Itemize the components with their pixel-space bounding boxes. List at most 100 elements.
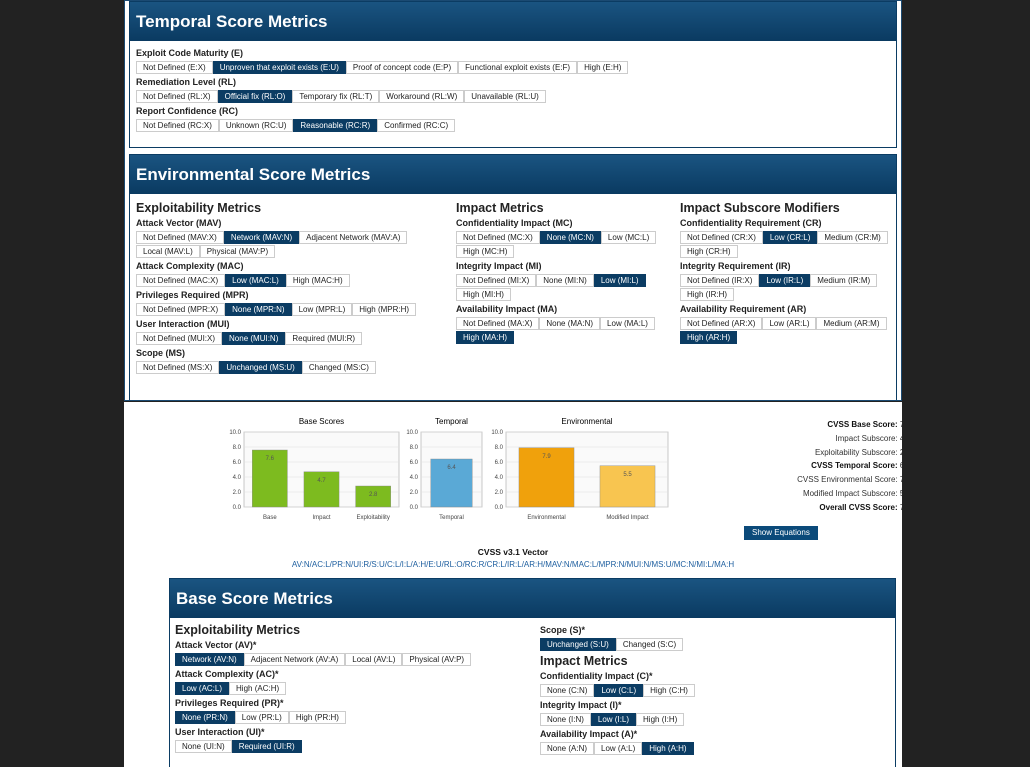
option-high-mi-h[interactable]: High (MI:H) <box>456 288 511 301</box>
option-not-defined-mc-x[interactable]: Not Defined (MC:X) <box>456 231 540 244</box>
option-high-i-h[interactable]: High (I:H) <box>636 713 685 726</box>
option-physical-av-p[interactable]: Physical (AV:P) <box>402 653 472 666</box>
option-medium-cr-m[interactable]: Medium (CR:M) <box>817 231 888 244</box>
option-adjacent-network-av-a[interactable]: Adjacent Network (AV:A) <box>243 653 346 666</box>
bar-value-label: 6.4 <box>447 465 456 471</box>
option-high-ma-h[interactable]: High (MA:H) <box>456 331 515 344</box>
base-exploitability-column: Exploitability Metrics Attack Vector (AV)… <box>175 623 525 756</box>
option-low-ac-l[interactable]: Low (AC:L) <box>175 682 230 695</box>
option-required-ui-r[interactable]: Required (UI:R) <box>231 740 302 753</box>
option-required-mui-r[interactable]: Required (MUI:R) <box>285 332 363 345</box>
option-not-defined-ir-x[interactable]: Not Defined (IR:X) <box>680 274 760 287</box>
option-reasonable-rc-r[interactable]: Reasonable (RC:R) <box>293 119 378 132</box>
option-not-defined-mi-x[interactable]: Not Defined (MI:X) <box>456 274 537 287</box>
option-temporary-fix-rl-t[interactable]: Temporary fix (RL:T) <box>292 90 380 103</box>
option-none-mui-n[interactable]: None (MUI:N) <box>222 332 286 345</box>
metric-label: User Interaction (MUI) <box>136 319 230 329</box>
option-none-mc-n[interactable]: None (MC:N) <box>539 231 601 244</box>
option-proof-of-concept-code-e-p[interactable]: Proof of concept code (E:P) <box>345 61 459 74</box>
option-none-c-n[interactable]: None (C:N) <box>540 684 595 697</box>
option-high-mc-h[interactable]: High (MC:H) <box>456 245 515 258</box>
metric-options: Not Defined (MAC:X) Low (MAC:L) High (MAC:… <box>136 274 446 288</box>
option-not-defined-ar-x[interactable]: Not Defined (AR:X) <box>680 317 763 330</box>
score-label: CVSS Temporal Score: <box>811 461 898 471</box>
option-not-defined-ms-x[interactable]: Not Defined (MS:X) <box>136 361 220 374</box>
option-high-ir-h[interactable]: High (IR:H) <box>680 288 735 301</box>
y-tick-label: 2.0 <box>233 490 242 496</box>
option-none-mpr-n[interactable]: None (MPR:N) <box>225 303 292 316</box>
option-not-defined-rl-x[interactable]: Not Defined (RL:X) <box>136 90 218 103</box>
option-none-i-n[interactable]: None (I:N) <box>540 713 591 726</box>
option-high-pr-h[interactable]: High (PR:H) <box>288 711 346 724</box>
option-not-defined-ma-x[interactable]: Not Defined (MA:X) <box>456 317 540 330</box>
option-adjacent-network-mav-a[interactable]: Adjacent Network (MAV:A) <box>299 231 408 244</box>
metric-options: Not Defined (E:X) Unproven that exploit e… <box>136 61 886 75</box>
option-not-defined-rc-x[interactable]: Not Defined (RC:X) <box>136 119 219 132</box>
option-network-av-n[interactable]: Network (AV:N) <box>175 653 244 666</box>
option-unknown-rc-u[interactable]: Unknown (RC:U) <box>218 119 294 132</box>
option-changed-ms-c[interactable]: Changed (MS:C) <box>301 361 376 374</box>
option-low-mpr-l[interactable]: Low (MPR:L) <box>291 303 353 316</box>
option-network-mav-n[interactable]: Network (MAV:N) <box>223 231 300 244</box>
option-low-a-l[interactable]: Low (A:L) <box>594 742 643 755</box>
option-none-ma-n[interactable]: None (MA:N) <box>539 317 601 330</box>
option-official-fix-rl-o[interactable]: Official fix (RL:O) <box>217 90 293 103</box>
base-panel: Base Score Metrics Exploitability Metric… <box>169 578 896 767</box>
option-low-ma-l[interactable]: Low (MA:L) <box>600 317 655 330</box>
option-unproven-that-exploit-exists-e-u[interactable]: Unproven that exploit exists (E:U) <box>212 61 346 74</box>
y-tick-label: 0.0 <box>410 505 419 511</box>
option-low-cr-l[interactable]: Low (CR:L) <box>762 231 818 244</box>
option-medium-ar-m[interactable]: Medium (AR:M) <box>816 317 887 330</box>
option-unchanged-ms-u[interactable]: Unchanged (MS:U) <box>219 361 302 374</box>
vector-string-link[interactable]: AV:N/AC:L/PR:N/UI:R/S:U/C:L/I:L/A:H/E:U/… <box>291 560 735 569</box>
option-confirmed-rc-c[interactable]: Confirmed (RC:C) <box>377 119 456 132</box>
option-high-c-h[interactable]: High (C:H) <box>643 684 695 697</box>
option-none-a-n[interactable]: None (A:N) <box>540 742 595 755</box>
option-high-ar-h[interactable]: High (AR:H) <box>680 331 738 344</box>
score-row: Impact Subscore: 4.7 <box>764 432 902 446</box>
option-high-a-h[interactable]: High (A:H) <box>642 742 694 755</box>
option-high-mac-h[interactable]: High (MAC:H) <box>285 274 350 287</box>
option-high-ac-h[interactable]: High (AC:H) <box>229 682 287 695</box>
option-low-ar-l[interactable]: Low (AR:L) <box>762 317 817 330</box>
option-not-defined-e-x[interactable]: Not Defined (E:X) <box>136 61 213 74</box>
option-workaround-rl-w[interactable]: Workaround (RL:W) <box>379 90 465 103</box>
metric-options: Not Defined (MC:X) None (MC:N) Low (MC:L) H… <box>456 231 671 259</box>
option-not-defined-mui-x[interactable]: Not Defined (MUI:X) <box>136 332 223 345</box>
option-physical-mav-p[interactable]: Physical (MAV:P) <box>199 245 276 258</box>
option-high-e-h[interactable]: High (E:H) <box>577 61 629 74</box>
option-unchanged-s-u[interactable]: Unchanged (S:U) <box>540 638 616 651</box>
option-none-mi-n[interactable]: None (MI:N) <box>536 274 594 287</box>
option-low-mi-l[interactable]: Low (MI:L) <box>593 274 646 287</box>
option-none-pr-n[interactable]: None (PR:N) <box>175 711 235 724</box>
column-title: Exploitability Metrics <box>175 623 301 637</box>
option-local-mav-l[interactable]: Local (MAV:L) <box>136 245 200 258</box>
option-not-defined-mpr-x[interactable]: Not Defined (MPR:X) <box>136 303 226 316</box>
metric-options: None (A:N) Low (A:L) High (A:H) <box>540 742 880 756</box>
option-not-defined-mac-x[interactable]: Not Defined (MAC:X) <box>136 274 226 287</box>
option-low-i-l[interactable]: Low (I:L) <box>590 713 637 726</box>
option-changed-s-c[interactable]: Changed (S:C) <box>615 638 684 651</box>
score-label: Modified Impact Subscore: <box>802 488 898 498</box>
option-functional-exploit-exists-e-f[interactable]: Functional exploit exists (E:F) <box>458 61 578 74</box>
option-medium-ir-m[interactable]: Medium (IR:M) <box>810 274 878 287</box>
option-none-ui-n[interactable]: None (UI:N) <box>175 740 232 753</box>
option-high-cr-h[interactable]: High (CR:H) <box>680 245 738 258</box>
bar-value-label: 2.8 <box>369 492 378 498</box>
option-local-av-l[interactable]: Local (AV:L) <box>345 653 403 666</box>
option-low-ir-l[interactable]: Low (IR:L) <box>759 274 811 287</box>
metric-label: Confidentiality Impact (C)* <box>540 671 653 681</box>
option-low-mc-l[interactable]: Low (MC:L) <box>600 231 657 244</box>
option-low-mac-l[interactable]: Low (MAC:L) <box>225 274 286 287</box>
show-equations-button[interactable]: Show Equations <box>744 526 818 540</box>
x-category-label: Temporal <box>439 515 464 521</box>
option-high-mpr-h[interactable]: High (MPR:H) <box>352 303 417 316</box>
option-not-defined-mav-x[interactable]: Not Defined (MAV:X) <box>136 231 224 244</box>
option-low-c-l[interactable]: Low (C:L) <box>594 684 644 697</box>
y-tick-label: 0.0 <box>495 505 504 511</box>
temporal-title: Temporal Score Metrics <box>130 2 896 41</box>
option-unavailable-rl-u[interactable]: Unavailable (RL:U) <box>464 90 546 103</box>
option-not-defined-cr-x[interactable]: Not Defined (CR:X) <box>680 231 763 244</box>
option-low-pr-l[interactable]: Low (PR:L) <box>234 711 289 724</box>
x-category-label: Impact <box>312 515 330 521</box>
